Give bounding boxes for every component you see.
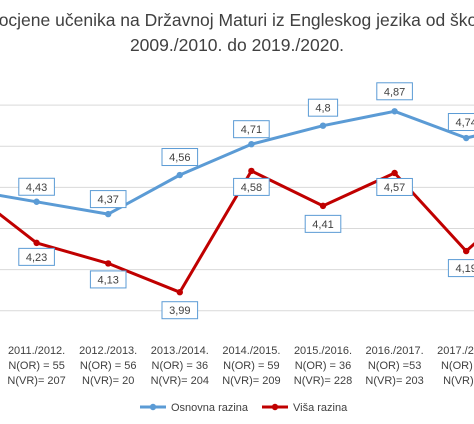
svg-text:4,13: 4,13 xyxy=(97,274,118,286)
svg-text:Osnovna razina: Osnovna razina xyxy=(171,402,249,414)
data-label: 4,37 xyxy=(89,190,127,209)
x-tick-label: 2016./2017. xyxy=(366,345,424,357)
x-tick-sublabel: N(OR) = 59 xyxy=(223,360,280,372)
x-tick-label: 2013./2014. xyxy=(151,345,209,357)
svg-text:4,37: 4,37 xyxy=(97,194,118,206)
data-label: 4,13 xyxy=(89,270,127,289)
data-point xyxy=(33,198,40,205)
data-point xyxy=(105,210,112,218)
data-point xyxy=(319,202,327,210)
x-tick-label: 2012./2013. xyxy=(79,345,137,357)
data-point xyxy=(463,247,470,255)
legend-item: Viša razina xyxy=(262,402,348,414)
data-label: 4,41 xyxy=(304,214,342,233)
series-markers xyxy=(33,108,470,296)
svg-text:Viša razina: Viša razina xyxy=(293,402,348,414)
data-label: 4,43 xyxy=(18,177,55,196)
x-tick-sublabel: N(VR)= 228 xyxy=(294,375,352,387)
svg-text:4,74: 4,74 xyxy=(455,117,474,129)
x-tick-label: 2014./2015. xyxy=(222,345,280,357)
svg-text:4,57: 4,57 xyxy=(384,182,405,194)
data-label: 4,58 xyxy=(233,177,270,196)
data-label: 4,19 xyxy=(447,259,474,278)
x-tick-sublabel: N(OR) = 3 xyxy=(441,360,474,372)
svg-text:4,41: 4,41 xyxy=(312,219,333,231)
data-point xyxy=(248,167,255,175)
svg-text:4,56: 4,56 xyxy=(169,152,190,164)
data-label: 4,57 xyxy=(376,177,413,196)
data-labels: 4,43 4,37 4,56 4,71 4,8 4,87 4,74 4,23 4,13 3,99 4… xyxy=(18,82,474,320)
data-point xyxy=(248,140,255,148)
data-point xyxy=(319,122,327,129)
x-axis-labels: 2010./2011.2011./2012.N(OR) = 55N(VR)= 2… xyxy=(7,345,474,387)
legend: Osnovna razina Viša razina xyxy=(140,402,348,414)
x-tick-sublabel: N(VR)= 2 xyxy=(443,375,474,387)
data-label: 3,99 xyxy=(161,301,199,320)
svg-text:4,87: 4,87 xyxy=(384,86,405,98)
data-point xyxy=(176,171,183,179)
data-point xyxy=(391,169,398,177)
svg-text:4,71: 4,71 xyxy=(241,124,262,136)
gridlines xyxy=(0,104,474,312)
data-label: 4,87 xyxy=(376,82,413,101)
data-label: 4,56 xyxy=(161,148,199,167)
data-point xyxy=(105,260,112,267)
chart-title-line-1: e ocjene učenika na Državnoj Maturi iz E… xyxy=(0,10,474,30)
data-label: 4,23 xyxy=(18,247,55,266)
data-point xyxy=(391,108,398,115)
x-tick-sublabel: N(VR)= 204 xyxy=(151,375,209,387)
svg-text:3,99: 3,99 xyxy=(169,305,190,317)
x-tick-label: 2011./2012. xyxy=(8,345,65,357)
chart-title: e ocjene učenika na Državnoj Maturi iz E… xyxy=(0,10,474,55)
svg-text:4,43: 4,43 xyxy=(26,182,47,194)
x-tick-sublabel: N(OR) = 55 xyxy=(8,360,65,372)
x-tick-sublabel: N(OR) =53 xyxy=(368,360,422,372)
x-tick-sublabel: N(OR) = 36 xyxy=(152,360,209,372)
series-lines xyxy=(0,109,474,294)
x-tick-sublabel: N(VR)= 209 xyxy=(222,375,280,387)
data-label: 4,71 xyxy=(233,120,270,139)
svg-text:4,23: 4,23 xyxy=(26,252,47,264)
data-point xyxy=(33,239,40,247)
data-point xyxy=(176,289,183,296)
data-point xyxy=(463,134,470,142)
data-label: 4,8 xyxy=(307,98,339,117)
x-tick-label: 2015./2016. xyxy=(294,345,352,357)
x-tick-sublabel: N(OR) = 56 xyxy=(80,360,137,372)
chart-title-line-2: 2009./2010. do 2019./2020. xyxy=(130,35,344,55)
legend-item: Osnovna razina xyxy=(140,402,249,414)
data-label: 4,74 xyxy=(447,113,474,132)
x-tick-sublabel: N(OR) = 36 xyxy=(295,360,352,372)
svg-text:4,19: 4,19 xyxy=(455,263,474,275)
x-tick-sublabel: N(VR)= 207 xyxy=(7,375,65,387)
svg-text:4,8: 4,8 xyxy=(315,103,330,115)
svg-text:4,58: 4,58 xyxy=(241,182,262,194)
x-tick-sublabel: N(VR)= 203 xyxy=(365,375,423,387)
x-tick-sublabel: N(VR)= 20 xyxy=(82,375,134,387)
x-tick-label: 2017./2018. xyxy=(437,345,474,357)
